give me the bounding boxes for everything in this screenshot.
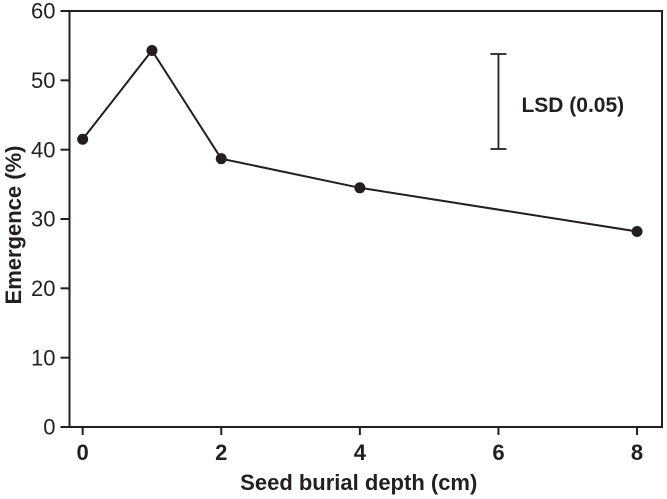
- data-point: [354, 182, 366, 194]
- y-axis-title: Emergence (%): [1, 146, 26, 305]
- x-tick-label: 0: [77, 440, 89, 465]
- x-tick-label: 6: [492, 440, 504, 465]
- y-tick-label: 50: [31, 68, 55, 93]
- data-point: [631, 225, 643, 237]
- y-tick-label: 20: [31, 276, 55, 301]
- data-point: [146, 45, 158, 57]
- plot-border: [68, 10, 663, 428]
- lsd-label: LSD (0.05): [521, 94, 624, 117]
- data-point: [215, 153, 227, 165]
- data-line: [81, 48, 638, 233]
- x-axis-title: Seed burial depth (cm): [240, 470, 477, 495]
- y-tick-label: 60: [31, 0, 55, 24]
- x-tick-label: 2: [215, 440, 227, 465]
- y-tick-label: 40: [31, 137, 55, 162]
- y-tick-label: 0: [43, 415, 55, 440]
- x-tick-label: 8: [631, 440, 643, 465]
- y-tick-label: 10: [31, 345, 55, 370]
- data-point: [77, 133, 89, 145]
- x-tick-label: 4: [354, 440, 367, 465]
- y-tick-label: 30: [31, 207, 55, 232]
